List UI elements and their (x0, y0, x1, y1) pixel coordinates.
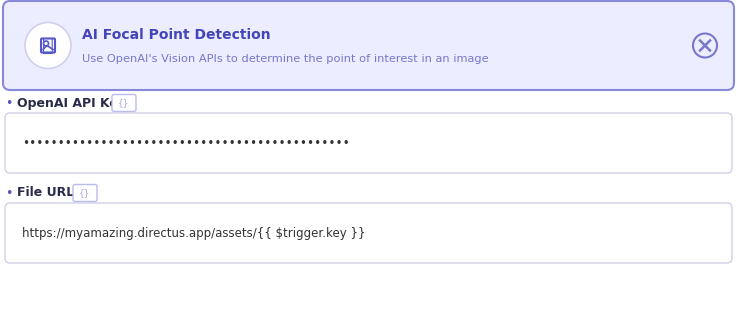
Text: {}: {} (80, 188, 91, 197)
FancyBboxPatch shape (112, 94, 136, 112)
Text: ••••••••••••••••••••••••••••••••••••••••••••••: ••••••••••••••••••••••••••••••••••••••••… (22, 137, 350, 149)
Text: •: • (6, 96, 13, 110)
Text: :  (42, 36, 54, 55)
Text: OpenAI API Key: OpenAI API Key (17, 96, 126, 110)
Text: AI Focal Point Detection: AI Focal Point Detection (82, 28, 270, 42)
Text: •: • (6, 186, 13, 200)
FancyBboxPatch shape (5, 113, 732, 173)
Text: {}: {} (118, 98, 130, 108)
Text: Use OpenAI's Vision APIs to determine the point of interest in an image: Use OpenAI's Vision APIs to determine th… (82, 54, 489, 64)
FancyBboxPatch shape (3, 1, 734, 90)
Text: File URL: File URL (17, 186, 74, 200)
Text: https://myamazing.directus.app/assets/{{ $trigger.key }}: https://myamazing.directus.app/assets/{{… (22, 226, 366, 240)
FancyBboxPatch shape (73, 184, 97, 202)
Circle shape (25, 22, 71, 69)
FancyBboxPatch shape (5, 203, 732, 263)
